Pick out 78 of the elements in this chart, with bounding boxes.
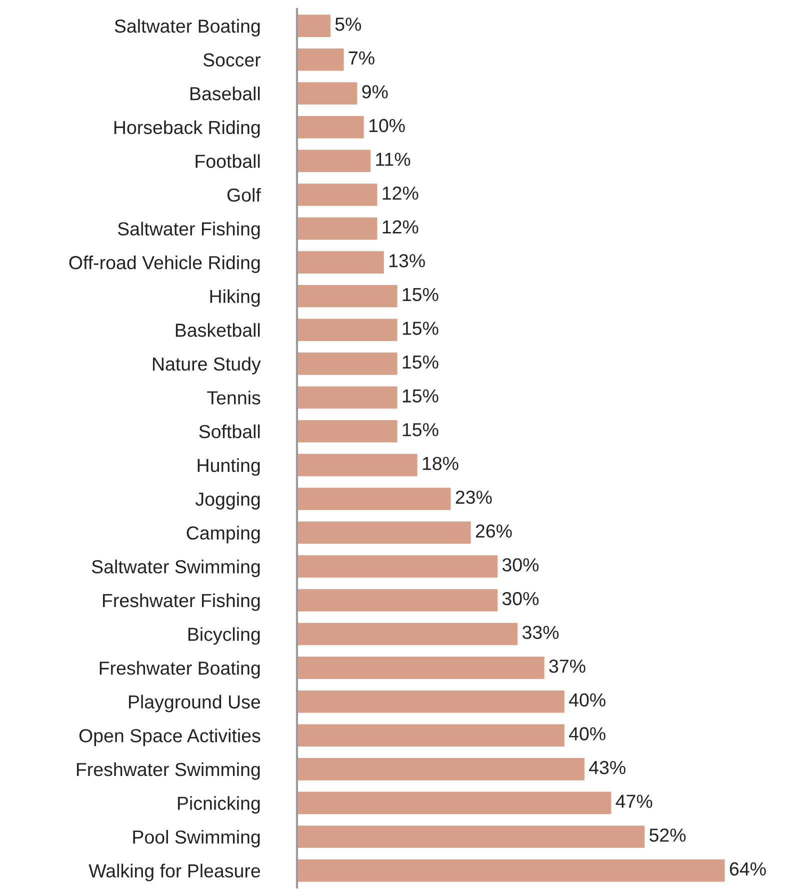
data-label: 15% [402, 356, 438, 369]
y-tick-label: Open Space Activities [79, 728, 260, 746]
data-label: 5% [335, 18, 362, 31]
data-label: 26% [476, 524, 512, 538]
bar [297, 420, 398, 442]
y-tick-label: Bicycling [188, 627, 260, 645]
data-label: 10% [369, 118, 405, 132]
bar [297, 521, 471, 544]
data-label: 7% [348, 51, 374, 65]
y-tick-label: Hiking [210, 289, 260, 307]
y-tick-label: Jogging [196, 492, 260, 510]
bar [297, 454, 418, 476]
y-tick-label: Tennis [207, 390, 260, 404]
bar [297, 555, 498, 578]
bar [297, 859, 725, 882]
y-tick-label: Horseback Riding [114, 120, 260, 138]
bar [297, 386, 398, 409]
bar [297, 184, 378, 206]
data-label: 9% [362, 85, 388, 98]
bar [297, 217, 378, 240]
data-label: 40% [568, 727, 606, 740]
y-tick-label: Walking for Pleasure [88, 864, 260, 882]
bar [297, 792, 612, 814]
y-tick-label: Camping [186, 526, 260, 544]
data-label: 64% [730, 862, 766, 876]
data-label: 11% [376, 152, 410, 166]
bar [297, 352, 398, 375]
y-tick-label: Soccer [203, 53, 261, 67]
data-label: 15% [402, 322, 438, 335]
bar [297, 48, 344, 71]
y-tick-label: Freshwater Boating [100, 661, 260, 678]
data-label: 12% [382, 186, 418, 200]
data-label: 23% [456, 490, 492, 504]
data-label: 47% [616, 794, 652, 808]
bar [297, 116, 364, 138]
bar [297, 724, 564, 747]
y-tick-label: Freshwater Fishing [103, 593, 260, 611]
bar [297, 251, 384, 274]
bar [297, 589, 498, 612]
y-tick-label: Saltwater Fishing [118, 222, 260, 240]
data-label: 40% [568, 693, 606, 707]
data-label: 37% [549, 660, 586, 673]
y-tick-label: Pool Swimming [133, 830, 260, 848]
y-tick-label: Picnicking [178, 796, 260, 814]
y-tick-label: Football [196, 154, 260, 168]
data-label: 15% [402, 288, 438, 302]
data-label: 30% [502, 558, 539, 572]
y-tick-label: Baseball [190, 86, 260, 100]
bar [297, 488, 451, 510]
y-tick-label: Freshwater Swimming [76, 762, 260, 780]
y-tick-label: Nature Study [153, 356, 261, 374]
y-tick-label: Off-road Vehicle Riding [69, 256, 260, 274]
bar [297, 14, 330, 37]
bar [297, 826, 645, 848]
data-label: 15% [402, 423, 438, 436]
bar [297, 690, 564, 713]
y-tick-label: Hunting [198, 458, 260, 476]
data-label: 13% [389, 254, 425, 268]
y-tick-label: Softball [199, 424, 260, 438]
bar [297, 318, 398, 342]
bar [297, 758, 584, 780]
bar [297, 656, 544, 679]
data-label: 30% [502, 592, 539, 606]
bar [297, 82, 358, 105]
y-tick-label: Playground Use [129, 694, 260, 712]
data-label: 52% [650, 828, 686, 842]
data-label: 12% [382, 220, 418, 234]
bar [297, 622, 518, 646]
y-tick-label: Saltwater Boating [114, 19, 260, 36]
bar [297, 284, 398, 308]
data-label: 15% [402, 389, 438, 403]
data-label: 43% [589, 760, 626, 774]
y-tick-label: Saltwater Swimming [92, 560, 260, 578]
data-label: 18% [422, 456, 458, 470]
bar [297, 150, 371, 172]
data-label: 33% [522, 626, 559, 640]
y-tick-label: Basketball [176, 323, 260, 337]
y-tick-label: Golf [227, 188, 261, 202]
